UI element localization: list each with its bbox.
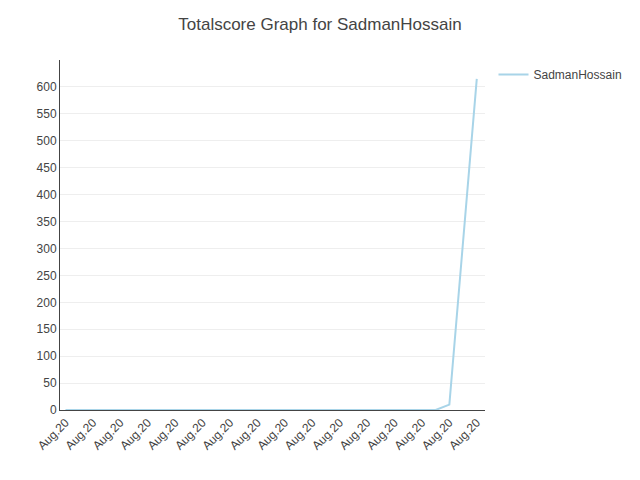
svg-text:0: 0 — [50, 403, 57, 417]
svg-text:Aug.20: Aug.20 — [117, 416, 154, 453]
svg-text:Aug.20: Aug.20 — [200, 416, 237, 453]
svg-text:Aug.20: Aug.20 — [254, 416, 291, 453]
svg-text:50: 50 — [43, 376, 57, 390]
svg-text:550: 550 — [37, 107, 57, 121]
svg-text:150: 150 — [37, 322, 57, 336]
svg-text:350: 350 — [37, 215, 57, 229]
svg-text:Aug.20: Aug.20 — [90, 416, 127, 453]
svg-text:600: 600 — [37, 80, 57, 94]
svg-text:300: 300 — [37, 242, 57, 256]
svg-text:500: 500 — [37, 134, 57, 148]
svg-text:Aug.20: Aug.20 — [35, 416, 72, 453]
svg-text:Aug.20: Aug.20 — [337, 416, 374, 453]
svg-text:Aug.20: Aug.20 — [392, 416, 429, 453]
svg-text:200: 200 — [37, 296, 57, 310]
svg-text:Aug.20: Aug.20 — [419, 416, 456, 453]
svg-text:250: 250 — [37, 269, 57, 283]
svg-text:Aug.20: Aug.20 — [446, 416, 483, 453]
svg-text:Aug.20: Aug.20 — [227, 416, 264, 453]
svg-text:SadmanHossain: SadmanHossain — [534, 68, 622, 82]
svg-text:Aug.20: Aug.20 — [364, 416, 401, 453]
svg-text:Aug.20: Aug.20 — [282, 416, 319, 453]
svg-text:Aug.20: Aug.20 — [62, 416, 99, 453]
svg-text:Aug.20: Aug.20 — [309, 416, 346, 453]
svg-text:400: 400 — [37, 188, 57, 202]
svg-text:100: 100 — [37, 349, 57, 363]
svg-text:Aug.20: Aug.20 — [145, 416, 182, 453]
svg-text:Aug.20: Aug.20 — [172, 416, 209, 453]
svg-text:450: 450 — [37, 161, 57, 175]
svg-text:Totalscore Graph for SadmanHos: Totalscore Graph for SadmanHossain — [178, 15, 461, 34]
